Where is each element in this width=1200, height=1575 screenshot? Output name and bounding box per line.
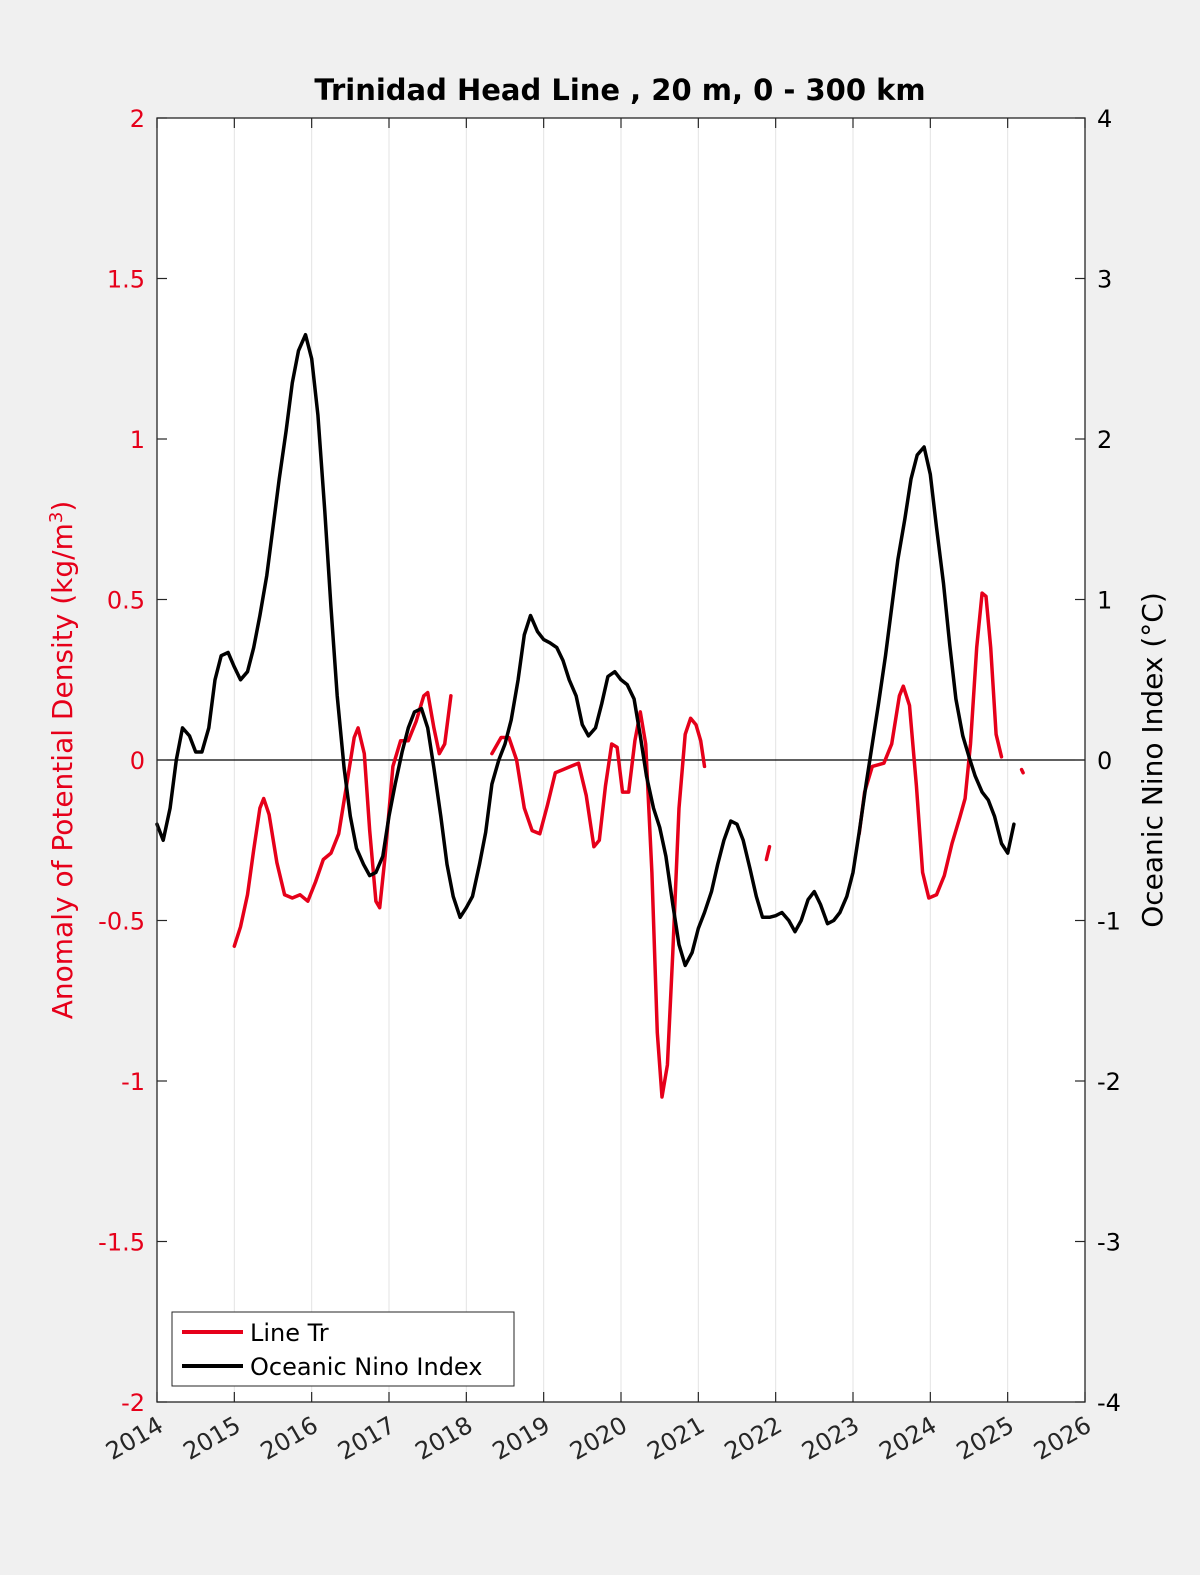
x-tick-label-2018: 2018 [410, 1411, 477, 1466]
left-tick-label-1: 1 [130, 426, 145, 454]
left-tick-label--2: -2 [121, 1389, 145, 1417]
legend-label-oni: Oceanic Nino Index [250, 1353, 482, 1381]
x-tick-label-2024: 2024 [874, 1411, 941, 1466]
right-tick-label--3: -3 [1097, 1229, 1121, 1257]
left-axis-label-close: ) [46, 501, 79, 512]
left-tick-label-1.5: 1.5 [107, 266, 145, 294]
chart-title: Trinidad Head Line , 20 m, 0 - 300 km [314, 73, 925, 107]
x-tick-label-2026: 2026 [1029, 1411, 1096, 1466]
x-tick-label-2016: 2016 [256, 1411, 323, 1466]
line-tr-segment-3 [857, 591, 1004, 900]
x-tick-label-2015: 2015 [178, 1411, 245, 1466]
series-layer [155, 332, 1025, 1099]
left-axis-label-main: Anomaly of Potential Density (kg/m [46, 523, 79, 1019]
right-tick-label--1: -1 [1097, 908, 1121, 936]
right-axis-label: Oceanic Nino Index (°C) [1136, 592, 1169, 928]
left-axis-label-superscript: 3 [46, 512, 67, 523]
right-tick-label--2: -2 [1097, 1068, 1121, 1096]
right-y-axis: 4 3 2 1 0 -1 -2 -3 -4 [1075, 105, 1121, 1417]
left-tick-label-0.5: 0.5 [107, 587, 145, 615]
x-tick-label-2023: 2023 [797, 1411, 864, 1466]
line-tr-segment-4 [1019, 767, 1025, 775]
legend-box [171, 1311, 515, 1387]
left-tick-label-0: 0 [130, 747, 145, 775]
right-tick-label-4: 4 [1097, 105, 1112, 133]
right-tick-label-2: 2 [1097, 426, 1112, 454]
left-tick-label--0.5: -0.5 [98, 908, 145, 936]
right-tick-label-1: 1 [1097, 587, 1112, 615]
line-tr-segment-2 [764, 844, 772, 862]
x-tick-label-2014: 2014 [101, 1411, 168, 1466]
x-tick-label-2025: 2025 [952, 1411, 1019, 1466]
x-tick-label-2022: 2022 [720, 1411, 787, 1466]
left-tick-label--1: -1 [121, 1068, 145, 1096]
right-tick-label--4: -4 [1097, 1389, 1121, 1417]
x-tick-label-2020: 2020 [565, 1411, 632, 1466]
x-tick-label-2017: 2017 [333, 1411, 400, 1466]
right-tick-label-0: 0 [1097, 747, 1112, 775]
left-tick-label--1.5: -1.5 [98, 1229, 145, 1257]
legend: Line Tr Oceanic Nino Index [171, 1311, 515, 1387]
x-tick-label-2021: 2021 [642, 1411, 709, 1466]
left-y-axis: 2 1.5 1 0.5 0 -0.5 -1 -1.5 -2 [98, 105, 167, 1417]
left-tick-label-2: 2 [130, 105, 145, 133]
line-tr-segment-1 [490, 710, 707, 1099]
left-axis-label: Anomaly of Potential Density (kg/m3) [46, 501, 79, 1020]
right-tick-label-3: 3 [1097, 266, 1112, 294]
x-tick-label-2019: 2019 [488, 1411, 555, 1466]
oni-segment-0 [155, 332, 1016, 968]
legend-label-line-tr: Line Tr [250, 1319, 329, 1347]
